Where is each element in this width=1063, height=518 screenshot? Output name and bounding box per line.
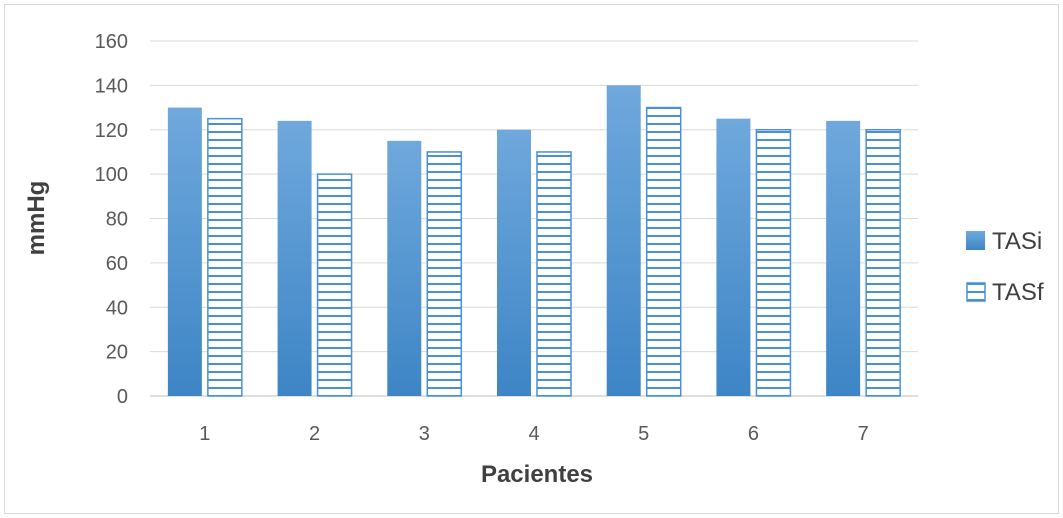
x-axis-ticks: 1 2 3 4 5 6 7	[199, 423, 868, 445]
bar-tasi-3	[387, 140, 422, 396]
legend-label-tasi: TASi	[992, 228, 1042, 255]
x-tick-label: 4	[528, 423, 539, 445]
bar-tasi-2	[277, 120, 312, 396]
x-tick-label: 5	[638, 423, 649, 445]
x-tick-label: 1	[199, 423, 210, 445]
bar-tasi-5	[606, 85, 641, 396]
legend-label-tasf: TASf	[992, 279, 1044, 306]
y-tick-label: 160	[95, 31, 128, 53]
chart-frame	[4, 4, 1059, 514]
legend: TASi TASf	[966, 228, 1044, 306]
y-tick-label: 120	[95, 120, 128, 142]
y-axis-title: mmHg	[23, 181, 50, 256]
x-tick-label: 3	[419, 423, 430, 445]
bar-tasi-6	[716, 118, 751, 396]
x-tick-label: 6	[748, 423, 759, 445]
bar-tasi-7	[826, 120, 861, 396]
bar-tasf-5	[645, 106, 682, 397]
legend-swatch-tasf	[966, 282, 986, 302]
y-tick-label: 0	[117, 386, 128, 408]
bars	[167, 85, 901, 397]
x-tick-label: 7	[858, 423, 869, 445]
y-tick-label: 100	[95, 164, 128, 186]
bar-tasf-4	[536, 151, 572, 397]
y-tick-label: 80	[106, 209, 128, 231]
gridlines	[150, 40, 918, 397]
legend-swatch-tasi	[966, 231, 985, 250]
bar-tasi-4	[497, 129, 531, 396]
bar-tasf-3	[426, 151, 463, 397]
bar-tasi-1	[167, 107, 202, 396]
bar-tasf-1	[207, 117, 243, 397]
bar-tasf-2	[316, 173, 353, 397]
bar-tasf-7	[865, 129, 901, 397]
y-tick-label: 20	[106, 342, 128, 364]
x-tick-label: 2	[309, 423, 320, 445]
x-axis-title: Pacientes	[481, 461, 593, 488]
y-axis-ticks: 0 20 40 60 80 100 120 140 160	[95, 31, 128, 408]
y-tick-label: 140	[95, 75, 128, 97]
y-tick-label: 40	[106, 297, 128, 319]
bar-tasf-6	[755, 129, 792, 397]
y-tick-label: 60	[106, 253, 128, 275]
